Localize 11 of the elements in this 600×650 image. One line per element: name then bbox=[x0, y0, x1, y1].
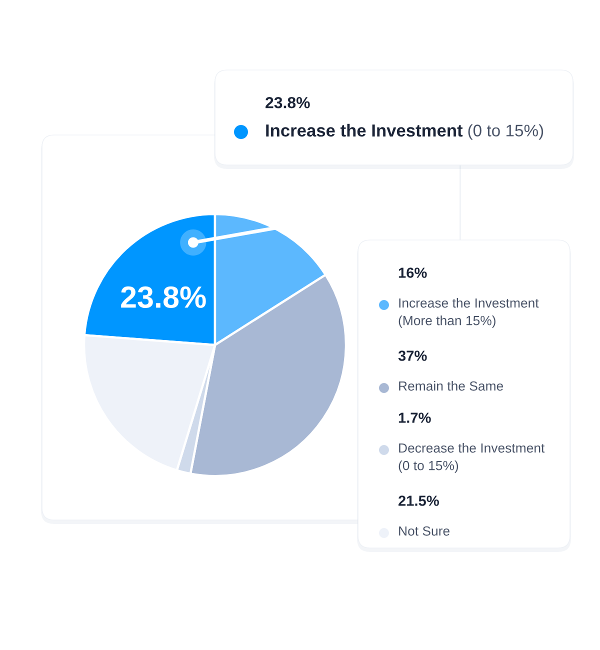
data-label: 23.8% bbox=[121, 286, 206, 308]
text: 23.8% bbox=[266, 96, 310, 108]
legend-label: Not Sure bbox=[399, 526, 450, 536]
text: 37% bbox=[398, 350, 427, 361]
text: 1.7% bbox=[398, 412, 431, 423]
legend-label: Decrease the Investment (0 to 15%) bbox=[398, 443, 545, 473]
legend-label: Increase the Investment (0 to 15%) bbox=[266, 124, 544, 140]
text: 21.5% bbox=[398, 496, 439, 506]
text: 16% bbox=[398, 268, 427, 278]
legend-label: Increase the Investment (More than 15%) bbox=[398, 298, 539, 328]
legend-label: Remain the Same bbox=[399, 381, 504, 391]
